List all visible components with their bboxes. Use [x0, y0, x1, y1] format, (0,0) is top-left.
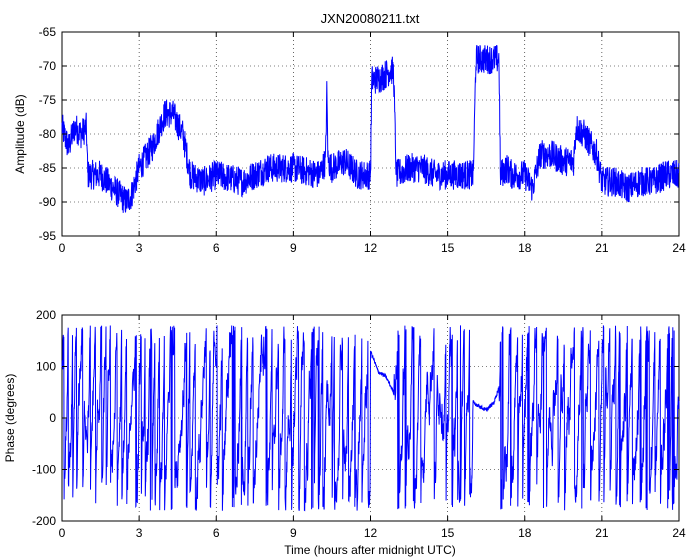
phase-series-line: [61, 325, 680, 512]
amplitude-ytick-label: -65: [39, 25, 57, 39]
amplitude-xtick-label: 0: [59, 241, 66, 255]
phase-xtick-label: 0: [59, 526, 66, 540]
amplitude-ytick-label: -80: [39, 127, 57, 141]
phase-xlabel: Time (hours after midnight UTC): [284, 543, 456, 557]
amplitude-xtick-label: 6: [213, 241, 220, 255]
phase-ytick-label: -100: [32, 463, 56, 477]
phase-ytick-label: 100: [36, 360, 56, 374]
phase-xtick-label: 6: [213, 526, 220, 540]
amplitude-xtick-label: 15: [441, 241, 455, 255]
amplitude-ytick-label: -75: [39, 93, 57, 107]
phase-ytick-label: 200: [36, 308, 56, 322]
amplitude-series-line: [61, 45, 680, 213]
amplitude-panel: 0 3 6 9 12 15 18 21 24 -95 -90 -85 -80 -75 -70 -65 Ampl…: [13, 25, 686, 255]
phase-xtick-label: 18: [518, 526, 532, 540]
amplitude-xtick-label: 18: [518, 241, 532, 255]
phase-panel: 0 3 6 9 12 15 18 21 24 -200 -100 0 100 200 Phase (deg…: [3, 308, 686, 557]
amplitude-ytick-label: -70: [39, 59, 57, 73]
phase-ticks: 0 3 6 9 12 15 18 21 24 -200 -100 0 100 200: [32, 308, 686, 540]
phase-ytick-label: -200: [32, 514, 56, 528]
amplitude-xtick-label: 21: [595, 241, 609, 255]
amplitude-xtick-label: 9: [290, 241, 297, 255]
phase-xtick-label: 12: [364, 526, 378, 540]
amplitude-ytick-label: -90: [39, 195, 57, 209]
phase-ylabel: Phase (degrees): [3, 374, 17, 463]
amplitude-xtick-label: 3: [136, 241, 143, 255]
phase-xtick-label: 9: [290, 526, 297, 540]
figure-title: JXN20080211.txt: [321, 11, 420, 26]
amplitude-ytick-label: -95: [39, 229, 57, 243]
phase-xtick-label: 24: [672, 526, 686, 540]
phase-ytick-label: 0: [49, 411, 56, 425]
amplitude-xtick-label: 12: [364, 241, 378, 255]
phase-xtick-label: 21: [595, 526, 609, 540]
amplitude-ylabel: Amplitude (dB): [13, 94, 27, 173]
amplitude-ticks: 0 3 6 9 12 15 18 21 24 -95 -90 -85 -80 -75 -70 -65: [39, 25, 686, 255]
amplitude-xtick-label: 24: [672, 241, 686, 255]
amplitude-ytick-label: -85: [39, 161, 57, 175]
phase-xtick-label: 15: [441, 526, 455, 540]
phase-xtick-label: 3: [136, 526, 143, 540]
